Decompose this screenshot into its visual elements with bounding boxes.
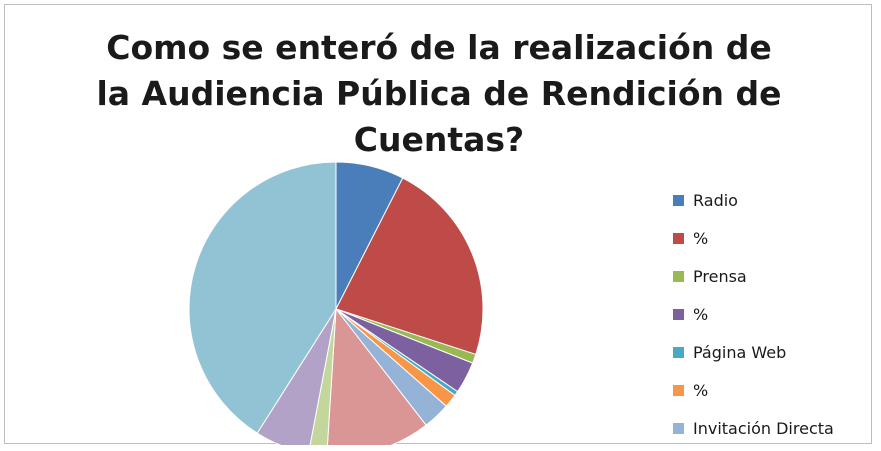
legend-item: Prensa bbox=[673, 257, 834, 295]
pie-chart bbox=[188, 161, 484, 445]
chart-legend: Radio % Prensa % Página Web % Invitación… bbox=[673, 181, 834, 447]
legend-item: % bbox=[673, 295, 834, 333]
chart-area: Como se enteró de la realización de la A… bbox=[4, 4, 873, 447]
legend-label: % bbox=[693, 304, 709, 324]
pie-slice-8 bbox=[326, 307, 427, 445]
legend-swatch bbox=[673, 194, 684, 206]
chart-title-line-1: Como se enteró de la realización de bbox=[106, 28, 772, 67]
pie-slice-2 bbox=[335, 177, 484, 356]
legend-item: % bbox=[673, 219, 834, 257]
chart-title-line-2: la Audiencia Pública de Rendición de bbox=[96, 74, 782, 113]
legend-item: Radio bbox=[673, 181, 834, 219]
legend-swatch bbox=[673, 384, 684, 396]
legend-label: % bbox=[693, 380, 709, 400]
legend-item: Invitación Directa bbox=[673, 409, 834, 447]
legend-label: Página Web bbox=[693, 342, 787, 362]
legend-label: Invitación Directa bbox=[693, 418, 834, 438]
pie-slice-11 bbox=[188, 161, 337, 434]
legend-item: % bbox=[673, 371, 834, 409]
legend-item: Página Web bbox=[673, 333, 834, 371]
legend-label: Radio bbox=[693, 190, 738, 210]
legend-swatch bbox=[673, 346, 684, 358]
legend-swatch bbox=[673, 308, 684, 320]
chart-title: Como se enteró de la realización de la A… bbox=[5, 25, 873, 163]
legend-swatch bbox=[673, 270, 684, 282]
chart-title-line-3: Cuentas? bbox=[353, 120, 525, 159]
legend-label: Prensa bbox=[693, 266, 747, 286]
legend-swatch bbox=[673, 422, 684, 434]
legend-swatch bbox=[673, 232, 684, 244]
pie-slice-9 bbox=[309, 308, 337, 445]
legend-label: % bbox=[693, 228, 709, 248]
